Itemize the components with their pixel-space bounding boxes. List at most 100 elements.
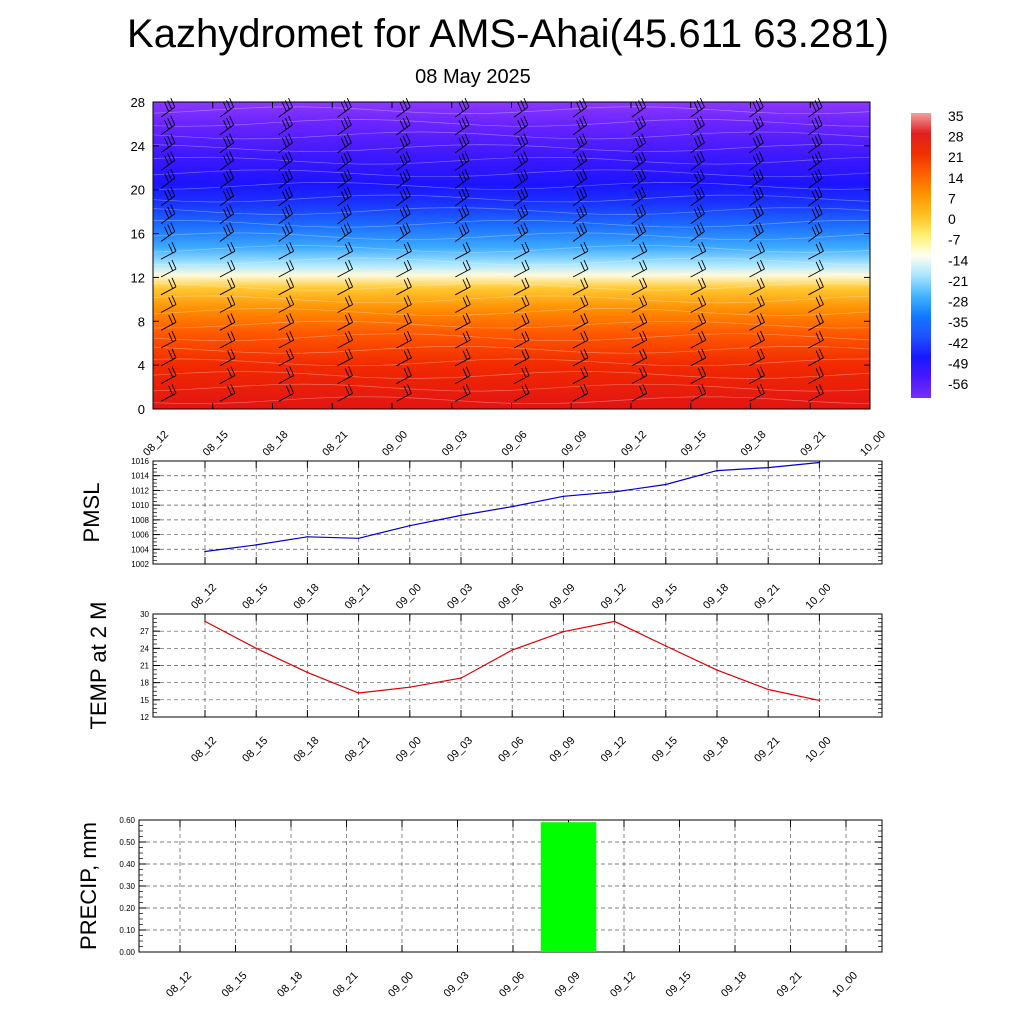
data-point: [767, 466, 769, 469]
y-tick-label: 16: [131, 227, 145, 242]
y-tick-label: 8: [138, 314, 145, 329]
x-tick-label: 08_21: [343, 735, 373, 765]
y-tick-label: 1010: [131, 501, 149, 510]
y-tick-label: 0.30: [119, 882, 135, 891]
data-point: [409, 524, 411, 527]
data-point: [204, 620, 206, 623]
x-tick-label: 09_09: [547, 735, 577, 765]
colorbar-label: 0: [948, 211, 956, 227]
y-tick-label: 1012: [131, 486, 149, 495]
y-tick-label: 1014: [131, 472, 149, 481]
x-tick-label: 08_15: [220, 970, 250, 1000]
x-tick-label: 09_03: [442, 970, 472, 1000]
colorbar-label: 7: [948, 190, 956, 206]
panel-frame: [152, 460, 883, 565]
y-tick-label: 27: [140, 627, 149, 636]
x-tick-label: 09_21: [752, 735, 782, 765]
data-point: [409, 686, 411, 689]
data-point: [767, 688, 769, 691]
x-tick-label: 08_21: [331, 970, 361, 1000]
x-tick-label: 10_00: [803, 735, 833, 765]
colorbar-label: 21: [948, 149, 964, 165]
x-tick-label: 08_15: [240, 735, 270, 765]
x-tick-label: 09_03: [440, 429, 470, 459]
data-point: [716, 669, 718, 671]
data-point: [716, 469, 718, 472]
data-point: [562, 630, 565, 633]
y-tick-label: 12: [131, 270, 145, 285]
x-tick-label: 09_15: [650, 735, 680, 765]
x-tick-label: 09_18: [739, 429, 769, 459]
colorbar-label: 14: [948, 170, 964, 186]
data-point: [511, 505, 513, 508]
y-axis-title: PMSL: [79, 483, 104, 543]
x-tick-label: 09_00: [394, 582, 424, 612]
chart-date: 08 May 2025: [415, 66, 531, 88]
colorbar-label: 35: [948, 108, 964, 124]
colorbar-label: -42: [948, 335, 968, 351]
data-point: [613, 491, 616, 493]
y-tick-label: 18: [140, 679, 149, 688]
precip-bar: [540, 822, 597, 952]
x-tick-label: 08_15: [240, 582, 270, 612]
x-tick-label: 08_21: [320, 429, 350, 459]
y-tick-label: 1008: [131, 516, 149, 525]
x-tick-label: 10_00: [858, 429, 888, 459]
colorbar-label: -7: [948, 232, 961, 248]
colorbar-label: -49: [948, 355, 968, 371]
x-tick-label: 09_03: [445, 582, 475, 612]
colorbar-label: 28: [948, 129, 964, 145]
y-tick-label: 4: [138, 358, 145, 373]
precipitation-panel: 0.00 0.10 0.20 0.30 0.40 0.50 0.60 08_12 08_15 08…: [76, 816, 883, 1000]
x-tick-label: 09_12: [608, 970, 638, 1000]
x-tick-label: 09_21: [775, 970, 805, 1000]
colorbar-label: -21: [948, 273, 968, 289]
y-tick-label: 0.20: [119, 904, 135, 913]
x-tick-label: 09_21: [752, 582, 782, 612]
temperature-field: [153, 102, 870, 409]
x-tick-label: 09_00: [386, 970, 416, 1000]
data-point: [357, 692, 360, 694]
x-tick-label: 09_15: [650, 582, 680, 612]
x-tick-label: 08_21: [343, 582, 373, 612]
colorbar-label: -28: [948, 294, 968, 310]
y-tick-label: 30: [140, 610, 149, 619]
y-tick-label: 21: [140, 662, 149, 671]
y-axis-title: PRECIP, mm: [76, 822, 101, 950]
y-tick-label: 1004: [131, 545, 149, 554]
x-tick-label: 09_06: [496, 735, 526, 765]
colorbar-label: -35: [948, 314, 968, 330]
data-point: [818, 461, 821, 464]
y-tick-label: 0.60: [119, 816, 135, 825]
data-point: [255, 544, 257, 546]
x-tick-label: 09_00: [394, 735, 424, 765]
y-tick-label: 12: [140, 713, 149, 722]
x-tick-label: 09_03: [445, 735, 475, 765]
x-tick-label: 09_18: [701, 735, 731, 765]
data-point: [613, 620, 616, 623]
x-tick-label: 08_18: [275, 970, 305, 1000]
chart-title: Kazhydromet for AMS-Ahai(45.611 63.281): [127, 12, 889, 56]
x-tick-label: 09_15: [664, 970, 694, 1000]
data-point: [511, 649, 513, 651]
x-tick-label: 08_12: [189, 582, 219, 612]
x-tick-label: 09_12: [599, 582, 629, 612]
x-tick-label: 09_12: [599, 735, 629, 765]
x-tick-label: 08_15: [201, 429, 231, 459]
y-tick-label: 24: [131, 139, 145, 154]
colorbar: 35 28 21 14 7 0 -7 -14 -21 -28 -35 -42 -49 -56: [911, 108, 968, 398]
data-point: [306, 535, 309, 538]
y-tick-label: 1016: [131, 457, 149, 466]
y-tick-label: 0.10: [119, 926, 135, 935]
x-tick-label: 09_18: [701, 582, 731, 612]
y-tick-label: 0.00: [119, 948, 135, 957]
temperature-panel: 12 15 18 21 24 27 30 08_12 08_15 08_18 08_21 09_00 0…: [86, 602, 883, 765]
y-tick-label: 0.50: [119, 838, 135, 847]
y-tick-label: 0.40: [119, 860, 135, 869]
wind-barbs: [160, 97, 824, 402]
x-tick-label: 08_18: [261, 429, 291, 459]
x-tick-label: 09_09: [547, 582, 577, 612]
x-tick-label: 09_06: [496, 582, 526, 612]
colorbar-bar: [911, 113, 931, 398]
